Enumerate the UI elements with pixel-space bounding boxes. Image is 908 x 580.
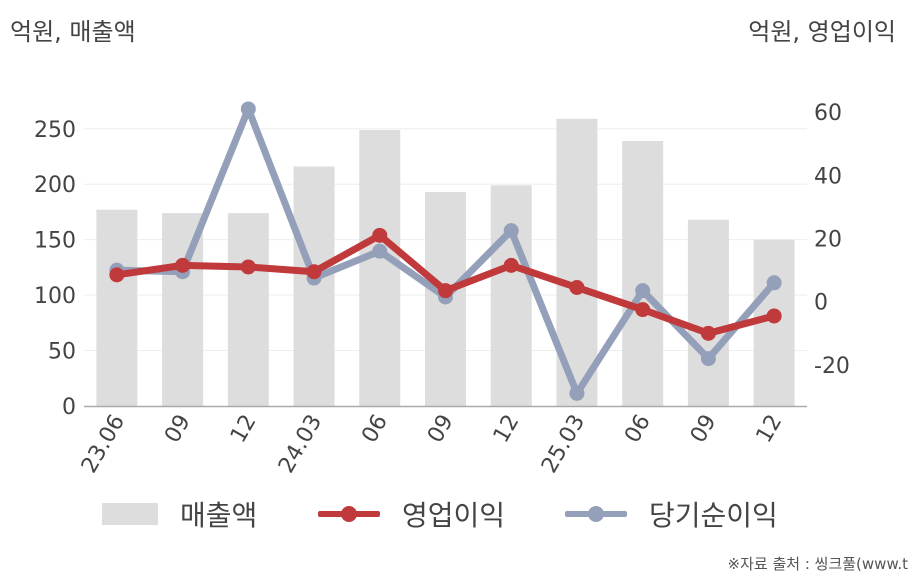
operating-profit-point: [438, 283, 453, 299]
x-axis-tick-label: 06: [620, 411, 656, 448]
right-axis-tick-label: 0: [814, 291, 828, 316]
net-income-point: [569, 385, 585, 401]
operating-profit-point: [372, 227, 388, 243]
combo-chart: 0 50 100 150 200 250 -20 0 20 40 60 23.06 09 12 24.0…: [34, 101, 850, 478]
revenue-bar: [359, 129, 401, 407]
legend-swatch-revenue: [102, 503, 158, 525]
revenue-bar: [622, 141, 664, 406]
legend-label-net-income: 당기순이익: [649, 499, 778, 532]
revenue-bars: [96, 118, 795, 407]
x-axis-tick-label: 12: [752, 411, 788, 448]
x-axis-tick-label: 25.03: [537, 411, 590, 478]
legend-item-net-income: 당기순이익: [565, 492, 778, 536]
x-axis-ticks: 23.06 09 12 24.03 06 09 12 25.03 06 09 12: [77, 411, 787, 478]
right-axis-tick-label: 60: [814, 101, 842, 126]
legend-swatch-operating-profit: [318, 503, 380, 525]
operating-profit-point: [306, 264, 322, 280]
net-income-point: [503, 223, 519, 239]
net-income-point: [240, 101, 256, 117]
source-note: ※자료 출처 : 씽크풀(www.t: [727, 555, 908, 573]
x-axis-tick-label: 12: [489, 411, 525, 448]
left-y-axis-ticks: 0 50 100 150 200 250: [34, 118, 76, 420]
x-axis-tick-label: 06: [357, 411, 393, 448]
net-income-point: [766, 275, 782, 291]
left-axis-tick-label: 100: [34, 284, 76, 309]
legend-label-operating-profit: 영업이익: [402, 499, 506, 532]
x-axis-tick-label: 09: [160, 411, 196, 448]
operating-profit-point: [109, 267, 125, 283]
x-axis-tick-label: 24.03: [274, 411, 327, 478]
operating-profit-point: [175, 257, 191, 273]
net-income-point: [635, 283, 651, 299]
legend-swatch-net-income: [565, 503, 627, 525]
net-income-point: [372, 243, 388, 259]
operating-profit-point: [700, 325, 716, 341]
x-axis-tick-label: 12: [226, 411, 262, 448]
left-axis-tick-label: 200: [34, 173, 76, 198]
revenue-bar: [293, 166, 335, 406]
revenue-bar: [96, 209, 138, 406]
net-income-point: [700, 351, 716, 367]
x-axis-tick-label: 09: [423, 411, 459, 448]
left-axis-tick-label: 250: [34, 118, 76, 143]
operating-profit-point: [635, 302, 651, 318]
legend-item-revenue: 매출액: [102, 492, 257, 536]
operating-profit-point: [766, 308, 782, 324]
left-axis-tick-label: 0: [62, 395, 76, 420]
legend-label-revenue: 매출액: [180, 499, 258, 532]
operating-profit-point: [503, 257, 519, 273]
left-axis-unit: 억원, 매출액: [10, 18, 136, 46]
left-axis-tick-label: 150: [34, 229, 76, 254]
revenue-bar: [490, 185, 532, 406]
left-axis-tick-label: 50: [48, 340, 76, 365]
right-axis-tick-label: 20: [814, 228, 842, 253]
right-axis-tick-label: 40: [814, 164, 842, 189]
x-axis-tick-label: 09: [686, 411, 722, 448]
operating-profit-point: [240, 259, 256, 275]
right-axis-unit: 억원, 영업이익: [748, 18, 896, 46]
x-axis-tick-label: 23.06: [77, 411, 130, 478]
revenue-bar: [227, 213, 269, 406]
legend-item-operating-profit: 영업이익: [318, 492, 505, 536]
operating-profit-point: [569, 280, 585, 295]
legend: 매출액 영업이익 당기순이익: [0, 492, 908, 536]
right-axis-tick-label: -20: [814, 354, 850, 379]
operating-profit-series: [109, 227, 782, 341]
right-y-axis-ticks: -20 0 20 40 60: [814, 101, 850, 379]
revenue-bar: [687, 219, 729, 406]
